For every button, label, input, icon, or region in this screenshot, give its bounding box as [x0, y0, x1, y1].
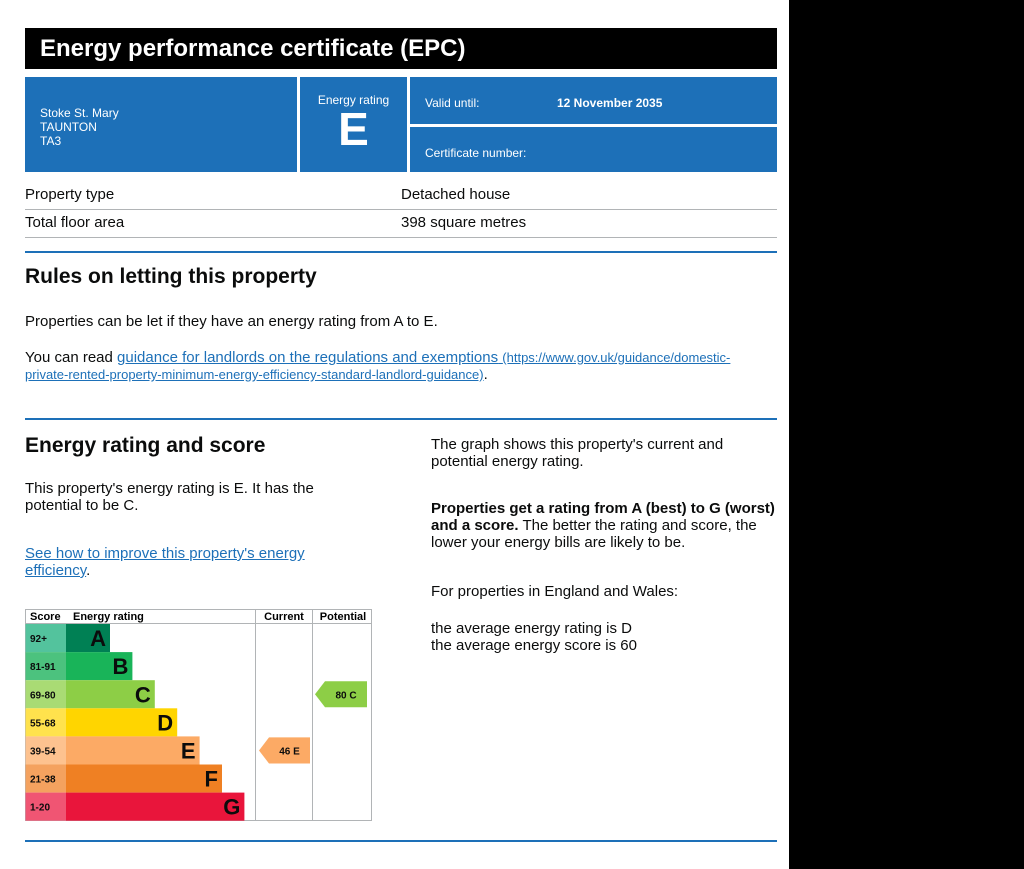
- valid-until-panel: Valid until: 12 November 2035: [410, 77, 777, 124]
- address-line-3: TA3: [40, 134, 62, 148]
- rating-explanation-bold: Properties get a rating from A (best) to…: [431, 500, 775, 534]
- improve-link-suffix: .: [86, 562, 91, 579]
- band-bar-f: [66, 764, 222, 793]
- band-bar-a: [66, 624, 110, 653]
- landlord-guidance-url-1: (https://www.gov.uk/guidance/domestic-: [502, 350, 731, 365]
- letting-paragraph-2-suffix: .: [483, 366, 488, 383]
- band-score-cell-a: [25, 624, 67, 653]
- epc-rating-chart-svg: Score Energy rating Current Potential 92…: [25, 609, 372, 821]
- improve-paragraph: See how to improve this property's energ…: [25, 545, 325, 579]
- band-score-cell-f: [25, 764, 67, 793]
- floor-area-row: Total floor area 398 square metres: [25, 209, 777, 238]
- energy-rating-value: E: [338, 103, 369, 155]
- band-bar-b: [66, 652, 133, 681]
- band-letter-b: B: [113, 654, 129, 679]
- band-letter-e: E: [181, 738, 196, 763]
- band-range-f: 21-38: [30, 775, 56, 786]
- letting-heading: Rules on letting this property: [25, 265, 317, 288]
- rating-explanation: Properties get a rating from A (best) to…: [431, 500, 777, 551]
- property-type-value: Detached house: [401, 186, 511, 203]
- address-line-2: TAUNTON: [40, 120, 97, 134]
- page-title: Energy performance certificate (EPC): [25, 28, 777, 69]
- section-divider: [25, 418, 777, 420]
- chart-header-score: Score: [30, 611, 61, 623]
- chart-header-current: Current: [264, 611, 304, 623]
- average-rating: the average energy rating is D: [431, 620, 632, 637]
- band-range-g: 1-20: [30, 803, 50, 814]
- band-letter-c: C: [135, 682, 151, 707]
- address-panel: Stoke St. Mary TAUNTON TA3: [25, 77, 297, 172]
- floor-area-label: Total floor area: [25, 214, 125, 231]
- average-score: the average energy score is 60: [431, 637, 637, 654]
- chart-header-potential: Potential: [320, 611, 366, 623]
- score-heading: Energy rating and score: [25, 434, 266, 457]
- address-line-1: Stoke St. Mary: [40, 106, 119, 120]
- band-letter-d: D: [157, 710, 173, 735]
- current-rating-marker: [259, 737, 310, 764]
- landlord-guidance-link-text: guidance for landlords on the regulation…: [117, 349, 499, 366]
- current-rating-marker-label: 46 E: [279, 746, 300, 757]
- certificate-number-panel: Certificate number:: [410, 127, 777, 172]
- epc-page: Energy performance certificate (EPC) Sto…: [0, 0, 789, 869]
- landlord-guidance-link[interactable]: guidance for landlords on the regulation…: [25, 349, 730, 383]
- improve-efficiency-link[interactable]: See how to improve this property's energ…: [25, 545, 305, 579]
- band-range-d: 55-68: [30, 718, 56, 729]
- band-bar-d: [66, 708, 178, 737]
- band-letter-g: G: [223, 795, 240, 820]
- band-range-a: 92+: [30, 634, 47, 645]
- valid-until-label: Valid until:: [425, 96, 480, 110]
- property-type-row: Property type Detached house: [25, 181, 777, 210]
- band-score-cell-d: [25, 708, 67, 737]
- property-type-label: Property type: [25, 186, 115, 203]
- england-wales-label: For properties in England and Wales:: [431, 583, 679, 600]
- band-score-cell-b: [25, 652, 67, 681]
- energy-rating-label: Energy rating: [317, 93, 390, 107]
- letting-paragraph-2: You can read guidance for landlords on t…: [25, 349, 777, 383]
- band-letter-f: F: [205, 767, 218, 792]
- potential-rating-marker-label: 80 C: [335, 690, 356, 701]
- floor-area-value: 398 square metres: [401, 214, 527, 231]
- graph-explanation: The graph shows this property's current …: [431, 436, 724, 470]
- band-score-cell-c: [25, 680, 67, 709]
- rating-explanation-rest: The better the rating and score, the low…: [431, 517, 757, 551]
- score-paragraph: This property's energy rating is E. It h…: [25, 480, 314, 514]
- band-bar-c: [66, 680, 155, 709]
- band-range-e: 39-54: [30, 746, 56, 757]
- band-letter-a: A: [90, 626, 106, 651]
- chart-header-rating: Energy rating: [73, 611, 144, 623]
- epc-rating-chart: Score Energy rating Current Potential 92…: [25, 609, 373, 828]
- chart-markers: 46 E 80 C: [259, 681, 367, 764]
- section-divider: [25, 251, 777, 253]
- potential-rating-marker: [315, 681, 367, 708]
- certificate-number-label: Certificate number:: [425, 146, 527, 160]
- landlord-guidance-url-2: private-rented-property-minimum-energy-e…: [25, 367, 484, 382]
- band-range-b: 81-91: [30, 662, 56, 673]
- band-score-cell-e: [25, 736, 67, 765]
- letting-paragraph-1: Properties can be let if they have an en…: [25, 313, 438, 330]
- valid-until-value: 12 November 2035: [557, 96, 663, 110]
- section-divider: [25, 840, 777, 842]
- chart-bands: 92+ A 81-91 B 69-80 C 55-68 D 39-54 E 21-38 F 1-20 G: [25, 624, 245, 821]
- letting-paragraph-2-prefix: You can read: [25, 349, 118, 366]
- energy-rating-panel: Energy rating E: [300, 77, 407, 172]
- band-range-c: 69-80: [30, 690, 56, 701]
- band-score-cell-g: [25, 792, 67, 821]
- band-bar-g: [66, 792, 245, 821]
- band-bar-e: [66, 736, 200, 765]
